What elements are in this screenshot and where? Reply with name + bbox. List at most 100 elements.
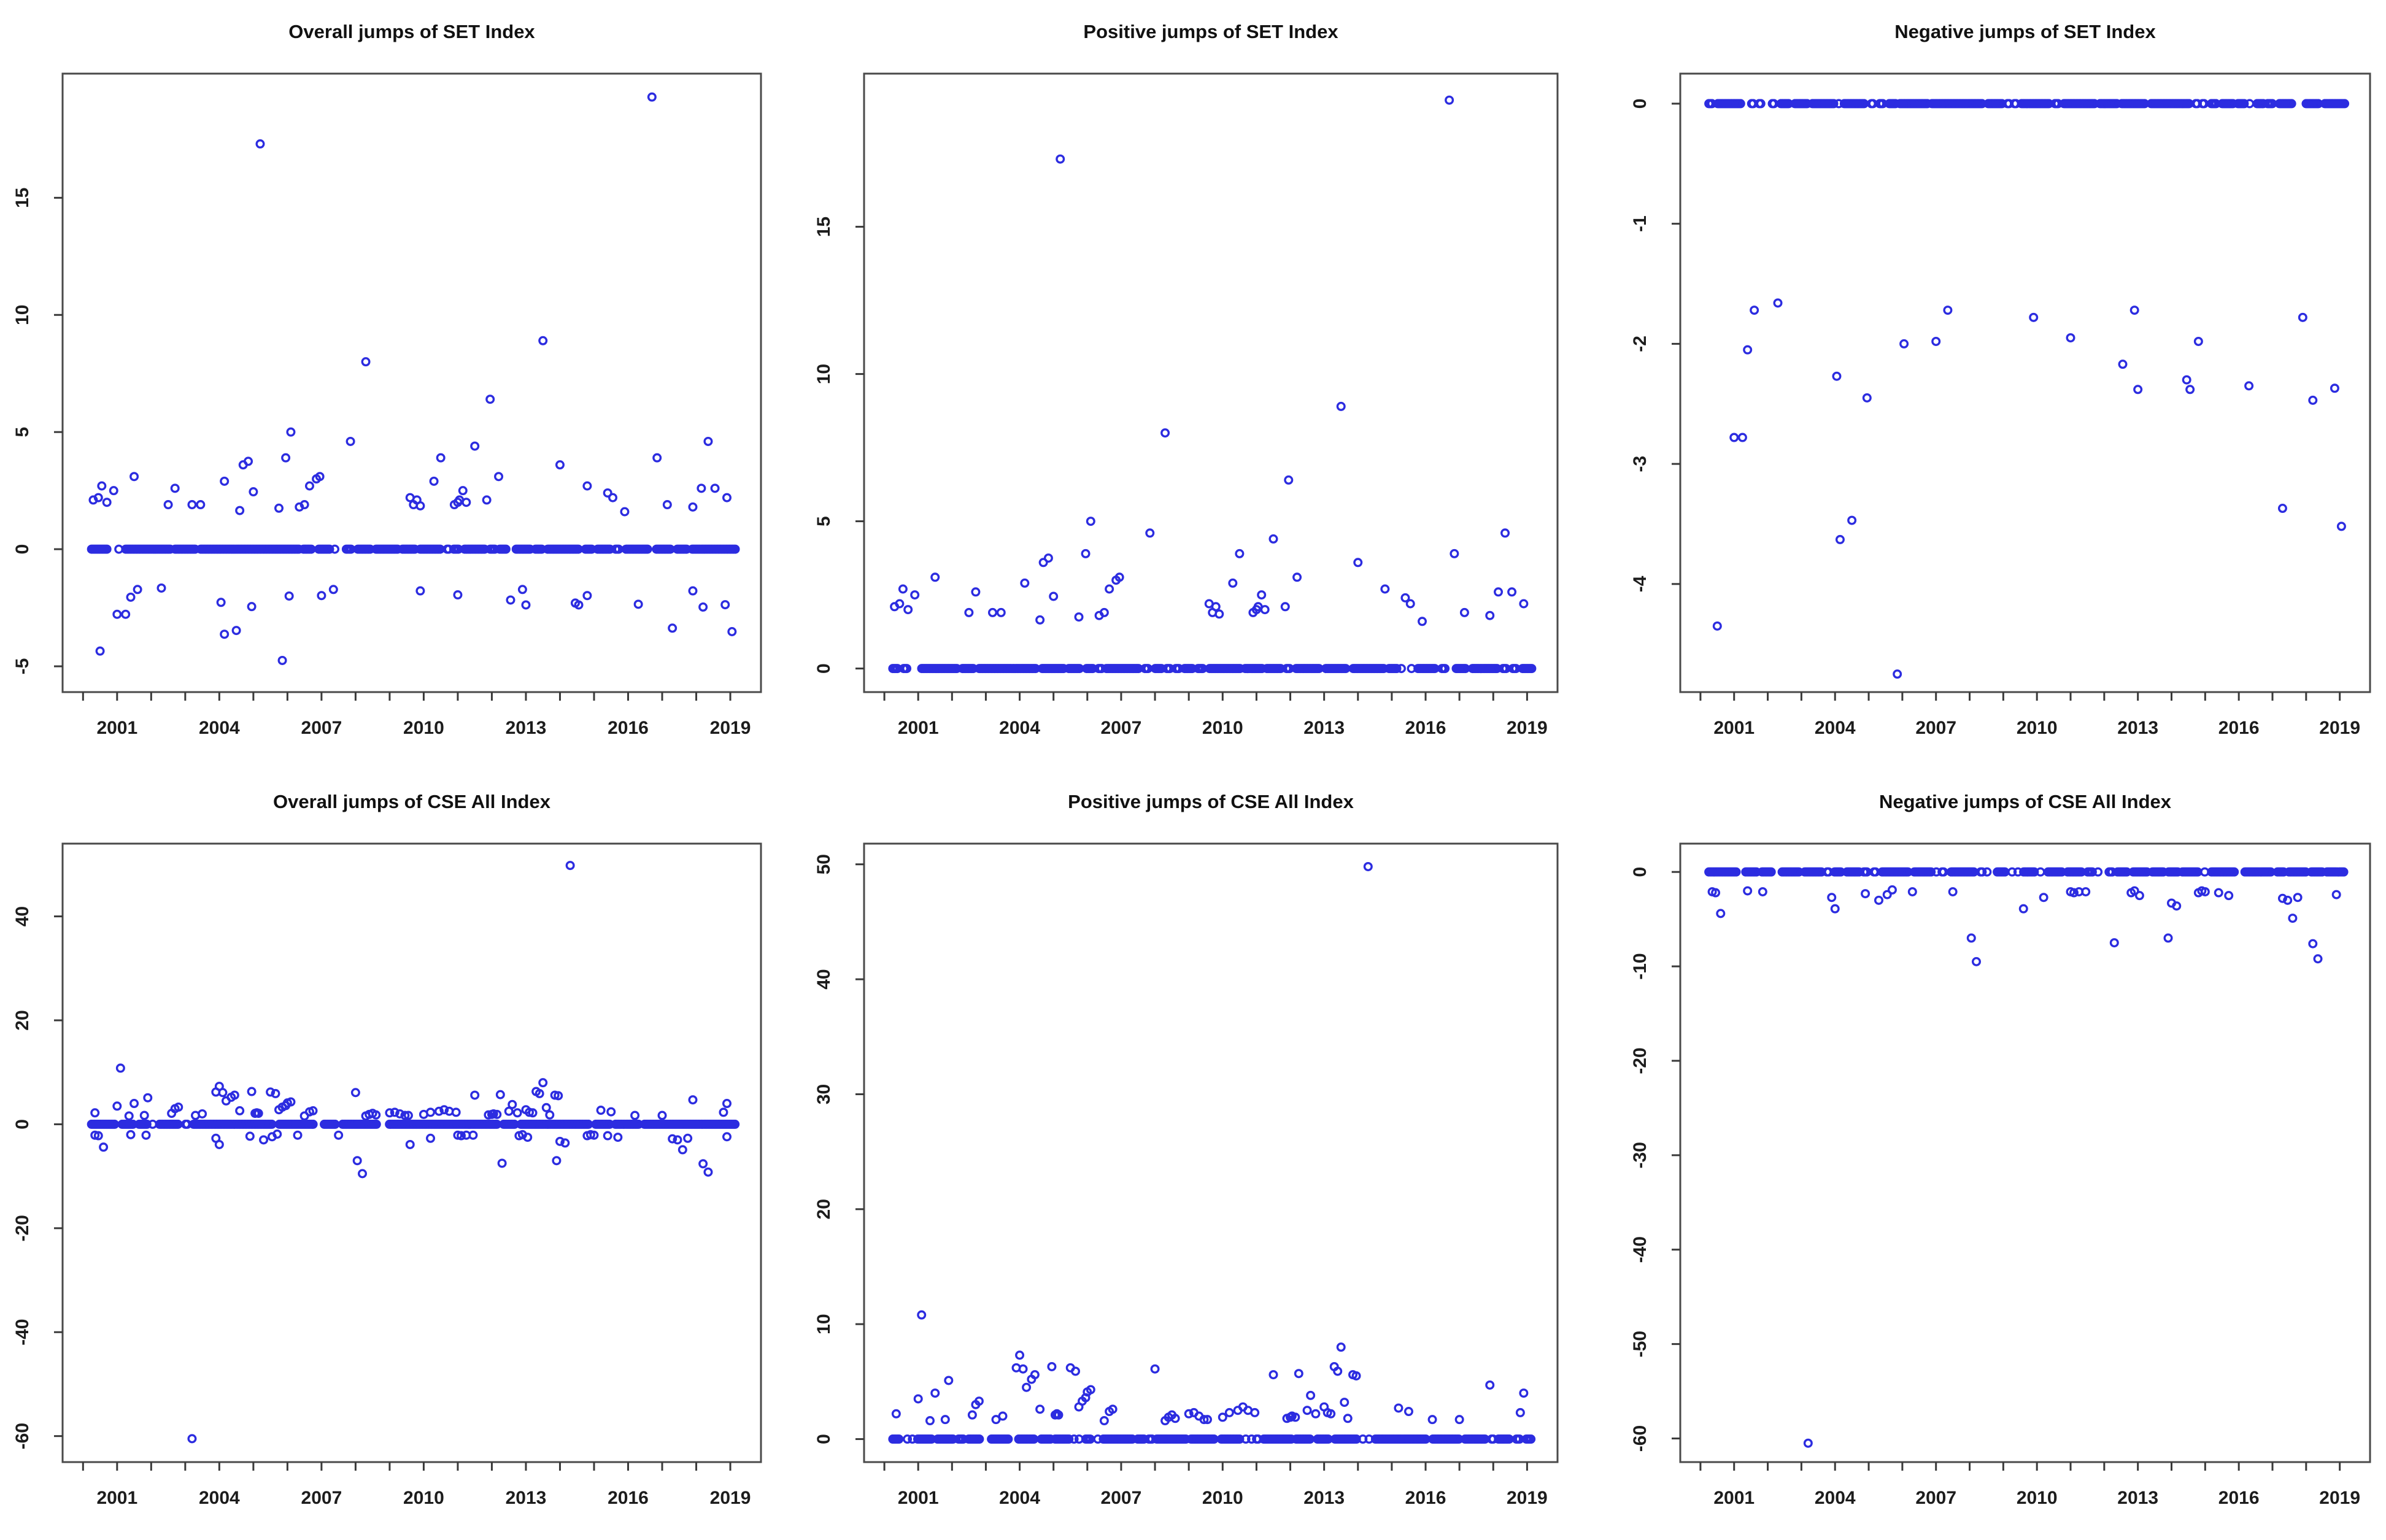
x-tick-label: 2013 [1303,718,1345,738]
x-tick-label: 2019 [2319,1488,2360,1508]
plot-box [863,72,1559,693]
zero-stripe [87,1119,740,1129]
x-tick-label: 2001 [96,1488,137,1508]
y-tick-label: 15 [12,188,33,208]
x-tick-label: 2016 [608,718,649,738]
x-tick-label: 2001 [96,718,137,738]
x-tick-label: 2019 [2319,718,2360,738]
x-tick-label: 2001 [898,718,939,738]
y-tick-label: 0 [814,663,834,674]
plot-box [1679,72,2371,693]
x-tick-label: 2010 [403,718,444,738]
y-tick-label: -30 [1630,1142,1650,1168]
x-axis: 2001 2004 2007 2010 2013 2016 2019 [1699,692,2360,738]
plot-box [863,842,1559,1463]
y-tick-label: -50 [1630,1331,1650,1357]
y-tick-label: -10 [1630,953,1650,979]
y-tick-label: -5 [12,658,33,675]
panel-set-negative: Negative jumps of SET Index 2001 2004 2007 2… [1591,0,2386,770]
chart-title: Negative jumps of SET Index [1894,21,2156,42]
zero-stripe [1704,99,2350,109]
scatter-points [88,92,737,665]
scatter-points [1707,885,2341,1448]
chart-title: Overall jumps of CSE All Index [273,791,551,812]
x-tick-label: 2010 [403,1488,444,1508]
y-tick-label: 5 [12,427,33,437]
chart-svg-cse-overall: Overall jumps of CSE All Index 2001 2004 20… [12,791,762,1508]
x-tick-label: 2019 [1507,1488,1548,1508]
x-tick-label: 2010 [2017,718,2058,738]
x-tick-label: 2004 [1815,1488,1856,1508]
x-tick-label: 2010 [1202,718,1243,738]
y-axis: 0 -1 -2 -3 -4 [1630,99,1680,592]
y-tick-label: 15 [814,217,834,237]
scatter-points [890,95,1529,626]
x-tick-label: 2007 [301,718,342,738]
zero-stripe [888,664,1537,674]
x-tick-label: 2007 [1915,1488,1956,1508]
y-tick-label: -4 [1630,576,1650,592]
x-tick-label: 2007 [1915,718,1956,738]
panel-set-positive: Positive jumps of SET Index 2001 2004 2007 2… [795,0,1591,770]
x-tick-label: 2007 [1101,718,1142,738]
x-axis: 2001 2004 2007 2010 2013 2016 2019 [883,692,1548,738]
scatter-points [90,861,732,1444]
y-tick-label: -60 [1630,1425,1650,1452]
zero-stripe [888,1434,1536,1444]
y-tick-label: 10 [12,305,33,325]
y-tick-label: 40 [12,906,33,926]
x-tick-label: 2013 [506,1488,547,1508]
zero-stripe [87,544,740,554]
x-tick-label: 2019 [710,1488,751,1508]
panel-cse-negative: Negative jumps of CSE All Index 2001 2004 2… [1591,770,2386,1540]
y-tick-label: 10 [814,1314,834,1334]
y-tick-label: -2 [1630,336,1650,352]
y-tick-label: 40 [814,969,834,989]
y-tick-label: 0 [1630,867,1650,877]
x-tick-label: 2016 [2218,718,2260,738]
y-axis: 0 -10 -20 -30 -40 -50 -60 [1630,867,1680,1452]
y-tick-label: 50 [814,854,834,874]
y-tick-label: -1 [1630,215,1650,232]
y-axis: 0 5 10 15 [814,217,864,674]
x-axis: 2001 2004 2007 2010 2013 2016 2019 [82,692,751,738]
zero-stripe [1704,867,2349,877]
x-tick-label: 2016 [608,1488,649,1508]
y-axis: -5 0 5 10 15 [12,188,63,675]
y-tick-label: -20 [1630,1047,1650,1074]
plot-box [1679,842,2371,1463]
plot-box [61,72,762,693]
chart-title: Positive jumps of CSE All Index [1068,791,1354,812]
y-tick-label: -40 [12,1319,33,1346]
x-tick-label: 2004 [199,718,240,738]
x-tick-label: 2004 [999,718,1040,738]
x-axis: 2001 2004 2007 2010 2013 2016 2019 [82,1462,751,1508]
y-tick-label: 0 [814,1434,834,1444]
plot-box [61,842,762,1463]
y-tick-label: 0 [12,544,33,555]
panel-cse-overall: Overall jumps of CSE All Index 2001 2004 20… [0,770,795,1540]
y-tick-label: -40 [1630,1236,1650,1263]
y-tick-label: 5 [814,516,834,526]
x-tick-label: 2019 [1507,718,1548,738]
x-tick-label: 2019 [710,718,751,738]
x-tick-label: 2013 [2117,1488,2158,1508]
x-axis: 2001 2004 2007 2010 2013 2016 2019 [1699,1462,2360,1508]
x-tick-label: 2016 [1405,718,1446,738]
x-tick-label: 2016 [2218,1488,2260,1508]
y-axis: -60 -40 -20 0 20 40 [12,906,63,1449]
x-tick-label: 2013 [506,718,547,738]
y-axis: 0 10 20 30 40 50 [814,854,864,1444]
x-tick-label: 2016 [1405,1488,1446,1508]
y-tick-label: 10 [814,364,834,384]
y-tick-label: 30 [814,1084,834,1104]
y-tick-label: 20 [12,1010,33,1030]
x-tick-label: 2001 [898,1488,939,1508]
x-tick-label: 2013 [2117,718,2158,738]
x-tick-label: 2010 [1202,1488,1243,1508]
y-tick-label: -20 [12,1215,33,1241]
x-tick-label: 2004 [199,1488,240,1508]
